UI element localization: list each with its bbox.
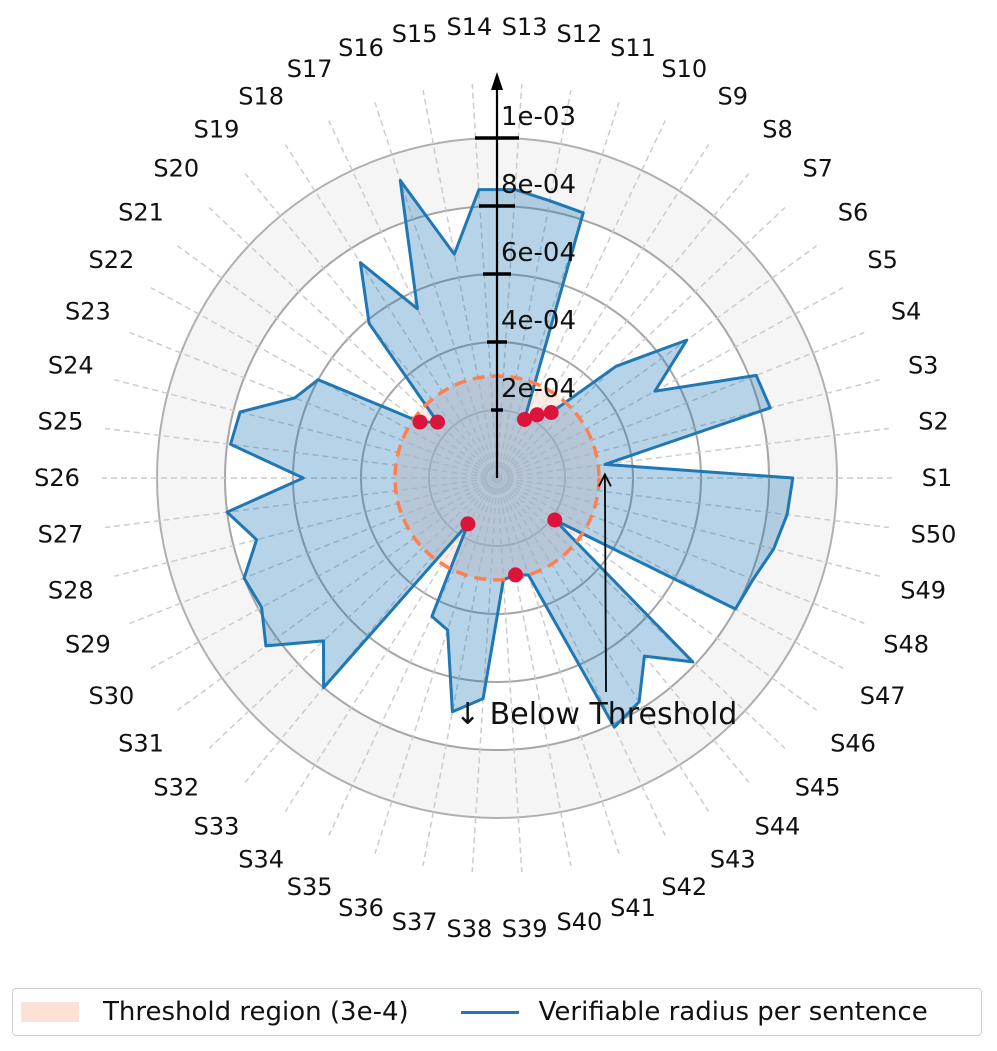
- category-label-S12: S12: [557, 20, 603, 48]
- radial-tick-label-1: 2e-04: [501, 374, 576, 404]
- radial-axis-arrow: [491, 72, 503, 90]
- category-label-S27: S27: [38, 521, 84, 549]
- below-threshold-marker-S34: [460, 516, 476, 532]
- category-label-S6: S6: [838, 198, 869, 226]
- category-label-S49: S49: [900, 576, 946, 604]
- below-threshold-marker-S46: [547, 512, 563, 528]
- annotation: ↓ Below Threshold: [455, 472, 737, 732]
- category-label-S31: S31: [118, 730, 164, 758]
- category-label-S7: S7: [802, 155, 833, 183]
- category-label-S15: S15: [392, 20, 438, 48]
- category-label-S20: S20: [153, 155, 199, 183]
- category-label-S32: S32: [153, 773, 199, 801]
- category-label-S19: S19: [194, 116, 240, 144]
- radial-tick-label-5: 1e-03: [501, 102, 576, 132]
- category-label-S33: S33: [194, 812, 240, 840]
- category-label-S43: S43: [710, 846, 756, 874]
- category-label-S4: S4: [891, 298, 922, 326]
- category-label-S40: S40: [557, 908, 603, 936]
- below-threshold-markers: [412, 405, 563, 583]
- below-threshold-marker-S9: [529, 407, 545, 423]
- category-label-S36: S36: [338, 894, 384, 922]
- below-threshold-marker-S40: [508, 567, 523, 583]
- annotation-arrow-head: [598, 472, 612, 487]
- category-label-S25: S25: [38, 407, 84, 435]
- category-label-S21: S21: [118, 198, 164, 226]
- legend-label-threshold: Threshold region (3e-4): [103, 997, 409, 1027]
- below-threshold-marker-S8: [543, 405, 559, 420]
- category-label-S14: S14: [447, 13, 493, 41]
- legend: Threshold region (3e-4) Verifiable radiu…: [12, 988, 982, 1036]
- category-label-S8: S8: [762, 116, 793, 144]
- category-label-S2: S2: [918, 407, 949, 435]
- category-label-S9: S9: [718, 82, 749, 110]
- category-label-S39: S39: [502, 915, 548, 943]
- category-label-S10: S10: [661, 55, 707, 83]
- category-label-S48: S48: [883, 630, 929, 658]
- category-label-S30: S30: [89, 682, 135, 710]
- radial-tick-label-2: 4e-04: [501, 306, 576, 336]
- category-label-S47: S47: [860, 682, 906, 710]
- category-label-S3: S3: [908, 352, 939, 380]
- below-threshold-marker-S10: [517, 412, 532, 427]
- category-label-S1: S1: [922, 464, 953, 492]
- series-line-key: [460, 1010, 519, 1014]
- category-label-S22: S22: [89, 246, 135, 274]
- category-label-S34: S34: [238, 846, 284, 874]
- below-threshold-marker-S20: [430, 414, 445, 430]
- category-label-S44: S44: [755, 812, 801, 840]
- radial-tick-label-3: 6e-04: [501, 238, 576, 268]
- category-label-S35: S35: [287, 873, 333, 901]
- annotation-label: ↓ Below Threshold: [455, 697, 737, 732]
- category-label-S45: S45: [795, 773, 841, 801]
- category-label-S16: S16: [338, 34, 384, 62]
- category-labels: S1S2S3S4S5S6S7S8S9S10S11S12S13S14S15S16S…: [34, 13, 956, 943]
- category-label-S37: S37: [392, 908, 438, 936]
- category-label-S23: S23: [65, 298, 111, 326]
- legend-item-series: Verifiable radius per sentence: [460, 997, 928, 1027]
- legend-item-threshold: Threshold region (3e-4): [21, 997, 409, 1027]
- category-label-S17: S17: [287, 55, 333, 83]
- category-label-S41: S41: [610, 894, 656, 922]
- category-label-S24: S24: [48, 352, 94, 380]
- category-label-S5: S5: [867, 246, 898, 274]
- radial-tick-label-4: 8e-04: [501, 170, 576, 200]
- below-threshold-marker-S21: [412, 414, 428, 430]
- category-label-S46: S46: [830, 730, 876, 758]
- category-label-S29: S29: [65, 630, 111, 658]
- category-label-S28: S28: [48, 576, 94, 604]
- category-label-S26: S26: [34, 464, 80, 492]
- annotation-arrow-line: [604, 474, 607, 693]
- category-label-S42: S42: [661, 873, 707, 901]
- threshold-swatch: [21, 1002, 79, 1022]
- category-label-S38: S38: [447, 915, 493, 943]
- category-label-S50: S50: [911, 521, 957, 549]
- radial-axis: 2e-04 4e-04 6e-04 8e-04 1e-03: [475, 72, 576, 478]
- legend-label-series: Verifiable radius per sentence: [538, 997, 928, 1027]
- category-label-S11: S11: [610, 34, 656, 62]
- category-label-S18: S18: [238, 82, 284, 110]
- category-label-S13: S13: [502, 13, 548, 41]
